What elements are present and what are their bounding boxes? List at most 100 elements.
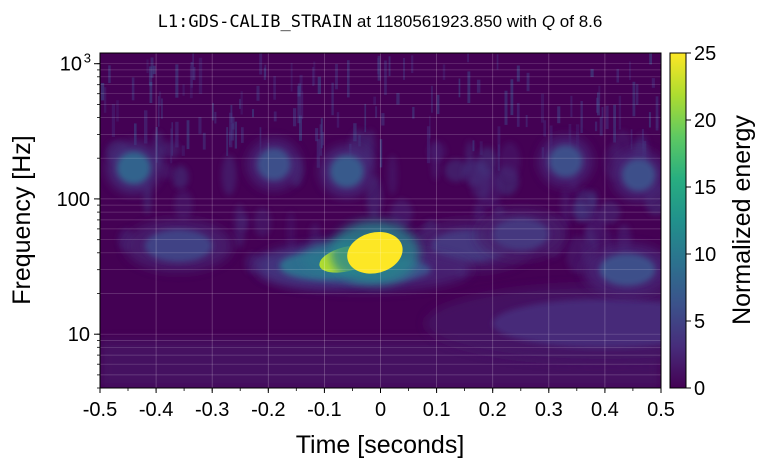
texture-streak — [149, 82, 153, 103]
x-tick-label: -0.5 — [83, 399, 117, 421]
texture-streak — [193, 67, 196, 81]
texture-streak — [214, 111, 217, 124]
title-connector-with: with — [502, 12, 542, 31]
texture-streak — [651, 78, 655, 88]
title-channel: L1:GDS-CALIB_STRAIN — [158, 12, 352, 32]
texture-streak — [388, 56, 391, 76]
texture-streak — [186, 120, 190, 150]
texture-streak — [575, 124, 580, 150]
energy-blob — [257, 148, 291, 181]
x-axis-ticks: -0.5 -0.4 -0.3 -0.2 -0.1 0 0.1 0.2 0.3 0.4 0.5 — [83, 388, 675, 421]
x-axis-label: Time [seconds] — [296, 431, 465, 459]
texture-streak — [605, 105, 609, 130]
texture-blob — [172, 165, 189, 189]
colorbar-tick-label: 15 — [694, 177, 716, 199]
y-tick-label: 100 — [57, 189, 90, 211]
texture-streak — [411, 55, 414, 73]
y-tick-label: 10 — [60, 54, 82, 76]
texture-streak — [182, 84, 185, 96]
texture-streak — [234, 121, 237, 149]
texture-streak — [315, 128, 319, 142]
texture-streak — [403, 58, 405, 80]
texture-streak — [479, 141, 483, 155]
texture-streak — [373, 96, 376, 105]
energy-blob — [330, 155, 364, 188]
texture-blob — [254, 207, 271, 238]
colorbar-ticks: 0 5 10 15 20 25 — [686, 43, 716, 400]
texture-blob — [233, 204, 246, 248]
x-tick-label: 0.5 — [647, 399, 675, 421]
texture-streak — [131, 77, 135, 101]
texture-streak — [152, 65, 156, 75]
texture-streak — [580, 101, 583, 133]
title-gps-time: 1180561923.850 — [376, 12, 502, 31]
texture-streak — [632, 81, 636, 117]
texture-streak — [175, 121, 179, 148]
texture-streak — [263, 67, 266, 80]
texture-streak — [273, 76, 276, 100]
texture-blob — [366, 176, 383, 219]
texture-streak — [426, 126, 431, 164]
texture-streak — [161, 98, 163, 119]
texture-streak — [241, 127, 244, 143]
texture-streak — [467, 53, 469, 63]
texture-streak — [103, 87, 107, 113]
texture-streak — [497, 144, 500, 171]
x-tick-label: -0.4 — [139, 399, 173, 421]
texture-streak — [379, 139, 383, 168]
texture-streak — [597, 92, 600, 116]
texture-streak — [630, 129, 633, 150]
texture-streak — [148, 66, 153, 86]
texture-streak — [101, 83, 105, 101]
texture-streak — [239, 98, 241, 109]
texture-streak — [198, 117, 202, 134]
x-tick-label: 0.3 — [535, 399, 563, 421]
texture-streak — [198, 57, 203, 94]
energy-blob — [492, 299, 661, 348]
texture-streak — [516, 103, 520, 127]
texture-streak — [300, 91, 304, 120]
texture-streak — [472, 140, 475, 152]
texture-streak — [336, 112, 340, 128]
colorbar-tick-label: 20 — [694, 110, 716, 132]
texture-streak — [496, 54, 499, 70]
texture-streak — [458, 78, 461, 98]
colorbar-tick-label: 10 — [694, 244, 716, 266]
grid-lines — [100, 53, 661, 388]
texture-streak — [377, 55, 381, 81]
plot-area — [100, 53, 661, 388]
texture-streak — [649, 53, 652, 65]
texture-streak — [525, 115, 528, 128]
y-axis-label: Frequency [Hz] — [8, 135, 36, 305]
texture-streak — [144, 110, 148, 144]
texture-streak — [189, 65, 193, 99]
texture-streak — [256, 85, 260, 101]
texture-streak — [616, 68, 619, 83]
energy-blob — [347, 231, 403, 274]
texture-blob — [560, 187, 571, 229]
colorbar-tick-label: 5 — [694, 311, 705, 333]
texture-blob — [159, 141, 181, 159]
texture-blob — [470, 161, 492, 201]
texture-streak — [181, 145, 185, 156]
texture-streak — [655, 96, 659, 131]
texture-streak — [116, 100, 119, 122]
texture-streak — [629, 61, 631, 81]
texture-streak — [202, 132, 206, 150]
texture-streak — [293, 108, 297, 127]
texture-streak — [384, 60, 387, 95]
title-connector-at: at — [352, 12, 376, 31]
texture-streak — [364, 103, 367, 133]
texture-streak — [618, 95, 622, 130]
texture-streak — [331, 82, 334, 116]
texture-blob — [572, 200, 589, 223]
texture-streak — [497, 126, 501, 157]
texture-streak — [648, 112, 651, 128]
texture-streak — [655, 115, 659, 129]
texture-blob — [174, 190, 193, 221]
texture-streak — [510, 79, 514, 116]
energy-blob — [116, 151, 151, 184]
texture-streak — [175, 64, 179, 98]
texture-streak — [541, 93, 544, 123]
